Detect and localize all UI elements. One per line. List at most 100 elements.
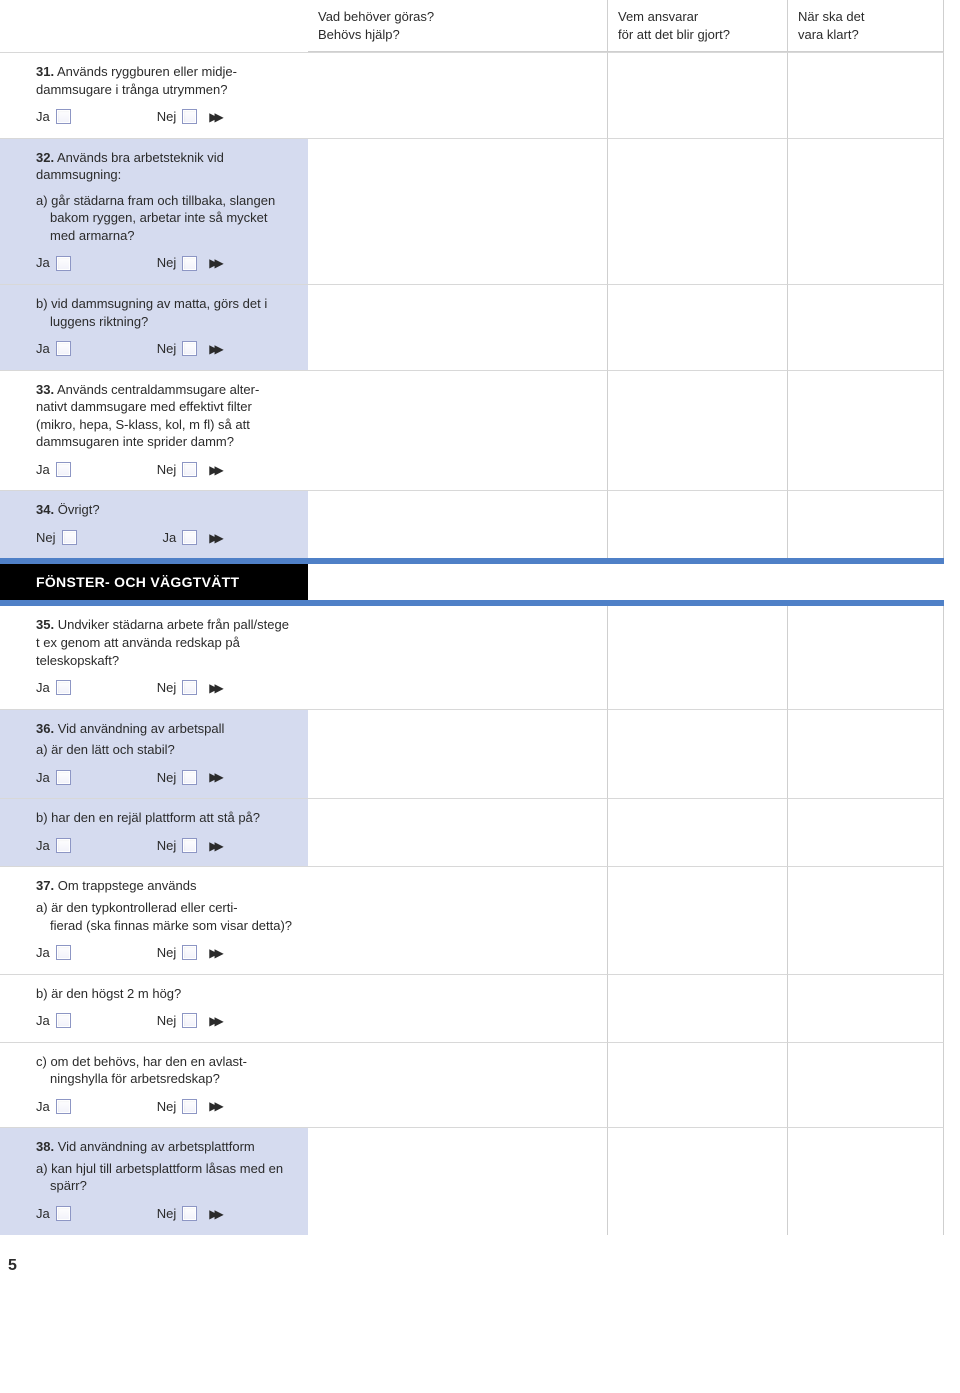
q38-text: Vid användning av arbetsplattform	[58, 1139, 255, 1154]
q34-options: Nej Ja▶▶	[36, 529, 294, 547]
q33-nej-checkbox[interactable]	[182, 462, 197, 477]
q36a-col3[interactable]	[608, 709, 788, 799]
q31-text: Används ryggburen eller midje- dammsugar…	[36, 64, 237, 97]
q37b-col3[interactable]	[608, 974, 788, 1042]
q31-col2[interactable]	[308, 52, 608, 138]
q32-text: Används bra arbetsteknik vid dammsugning…	[36, 150, 224, 183]
page: Vad behöver göras? Behövs hjälp? Vem ans…	[0, 0, 960, 1315]
q36b-col4[interactable]	[788, 798, 944, 866]
q37b-col2[interactable]	[308, 974, 608, 1042]
q37c-col4[interactable]	[788, 1042, 944, 1128]
q36a-nej-checkbox[interactable]	[182, 770, 197, 785]
q34-col3[interactable]	[608, 490, 788, 558]
arrow-icon: ▶▶	[209, 1206, 219, 1222]
q32a-text: a) går städarna fram och tillbaka, slang…	[36, 192, 294, 245]
q32b-col2[interactable]	[308, 284, 608, 370]
q32b-options: Ja Nej▶▶	[36, 340, 294, 358]
q32b-col3[interactable]	[608, 284, 788, 370]
q35: 35. Undviker städarna arbete från pall/s…	[0, 606, 308, 708]
q37b-ja-checkbox[interactable]	[56, 1013, 71, 1028]
q37b-nej-checkbox[interactable]	[182, 1013, 197, 1028]
q36b-col3[interactable]	[608, 798, 788, 866]
q38a-col3[interactable]	[608, 1127, 788, 1234]
q37c-options: Ja Nej▶▶	[36, 1098, 294, 1116]
header-who: Vem ansvarar för att det blir gjort?	[608, 0, 788, 52]
q32a-col2[interactable]	[308, 138, 608, 284]
q37c-col2[interactable]	[308, 1042, 608, 1128]
nej-label: Nej	[157, 837, 177, 855]
q38-num: 38.	[36, 1139, 54, 1154]
nej-label: Nej	[157, 254, 177, 272]
q33-col2[interactable]	[308, 370, 608, 491]
q37a-col3[interactable]	[608, 866, 788, 973]
q34: 34. Övrigt? Nej Ja▶▶	[0, 490, 308, 558]
q37c-col3[interactable]	[608, 1042, 788, 1128]
q31-nej-checkbox[interactable]	[182, 109, 197, 124]
q33-ja-checkbox[interactable]	[56, 462, 71, 477]
arrow-icon: ▶▶	[209, 769, 219, 785]
q37c-ja-checkbox[interactable]	[56, 1099, 71, 1114]
q32-num: 32.	[36, 150, 54, 165]
q35-col4[interactable]	[788, 606, 944, 708]
q32b-col4[interactable]	[788, 284, 944, 370]
q34-ja-checkbox[interactable]	[182, 530, 197, 545]
q37a-col2[interactable]	[308, 866, 608, 973]
q34-col4[interactable]	[788, 490, 944, 558]
q37c: c) om det behövs, har den en avlast- nin…	[0, 1042, 308, 1128]
q38a-col4[interactable]	[788, 1127, 944, 1234]
q37a-nej-checkbox[interactable]	[182, 945, 197, 960]
q31-options: Ja Nej▶▶	[36, 108, 294, 126]
q36b-text: b) har den en rejäl plattform att stå på…	[36, 809, 294, 827]
q32a-col4[interactable]	[788, 138, 944, 284]
arrow-icon: ▶▶	[209, 1013, 219, 1029]
q37a-col4[interactable]	[788, 866, 944, 973]
q32b-ja-checkbox[interactable]	[56, 341, 71, 356]
q36b-options: Ja Nej▶▶	[36, 837, 294, 855]
q34-nej-checkbox[interactable]	[62, 530, 77, 545]
nej-label: Nej	[157, 108, 177, 126]
q31-col3[interactable]	[608, 52, 788, 138]
arrow-icon: ▶▶	[209, 109, 219, 125]
q38a-text: a) kan hjul till arbetsplattform låsas m…	[36, 1160, 294, 1195]
q38a-col2[interactable]	[308, 1127, 608, 1234]
q36-text: Vid användning av arbetspall	[58, 721, 225, 736]
q34-col2[interactable]	[308, 490, 608, 558]
q36b-nej-checkbox[interactable]	[182, 838, 197, 853]
q33-col4[interactable]	[788, 370, 944, 491]
nej-label: Nej	[157, 340, 177, 358]
q36b-col2[interactable]	[308, 798, 608, 866]
q32b-nej-checkbox[interactable]	[182, 341, 197, 356]
q32a-nej-checkbox[interactable]	[182, 256, 197, 271]
nej-label: Nej	[157, 1205, 177, 1223]
ja-label: Ja	[36, 254, 50, 272]
q35-col3[interactable]	[608, 606, 788, 708]
q38a-ja-checkbox[interactable]	[56, 1206, 71, 1221]
q35-ja-checkbox[interactable]	[56, 680, 71, 695]
checklist-grid: Vad behöver göras? Behövs hjälp? Vem ans…	[0, 0, 960, 1235]
q36: 36. Vid användning av arbetspall a) är d…	[0, 709, 308, 799]
q32b: b) vid dammsugning av matta, görs det i …	[0, 284, 308, 370]
q37a-ja-checkbox[interactable]	[56, 945, 71, 960]
q33-col3[interactable]	[608, 370, 788, 491]
q37b-col4[interactable]	[788, 974, 944, 1042]
q32a-col3[interactable]	[608, 138, 788, 284]
nej-label: Nej	[157, 769, 177, 787]
q36a-col4[interactable]	[788, 709, 944, 799]
q35-nej-checkbox[interactable]	[182, 680, 197, 695]
q36b-ja-checkbox[interactable]	[56, 838, 71, 853]
page-number: 5	[0, 1235, 960, 1275]
q32a-ja-checkbox[interactable]	[56, 256, 71, 271]
q35-options: Ja Nej▶▶	[36, 679, 294, 697]
q37b-options: Ja Nej▶▶	[36, 1012, 294, 1030]
q36-num: 36.	[36, 721, 54, 736]
q31-ja-checkbox[interactable]	[56, 109, 71, 124]
q36a-ja-checkbox[interactable]	[56, 770, 71, 785]
ja-label: Ja	[36, 944, 50, 962]
q38a-nej-checkbox[interactable]	[182, 1206, 197, 1221]
q37c-nej-checkbox[interactable]	[182, 1099, 197, 1114]
header-what: Vad behöver göras? Behövs hjälp?	[308, 0, 608, 52]
q35-col2[interactable]	[308, 606, 608, 708]
arrow-icon: ▶▶	[209, 530, 219, 546]
q31-col4[interactable]	[788, 52, 944, 138]
q36a-col2[interactable]	[308, 709, 608, 799]
